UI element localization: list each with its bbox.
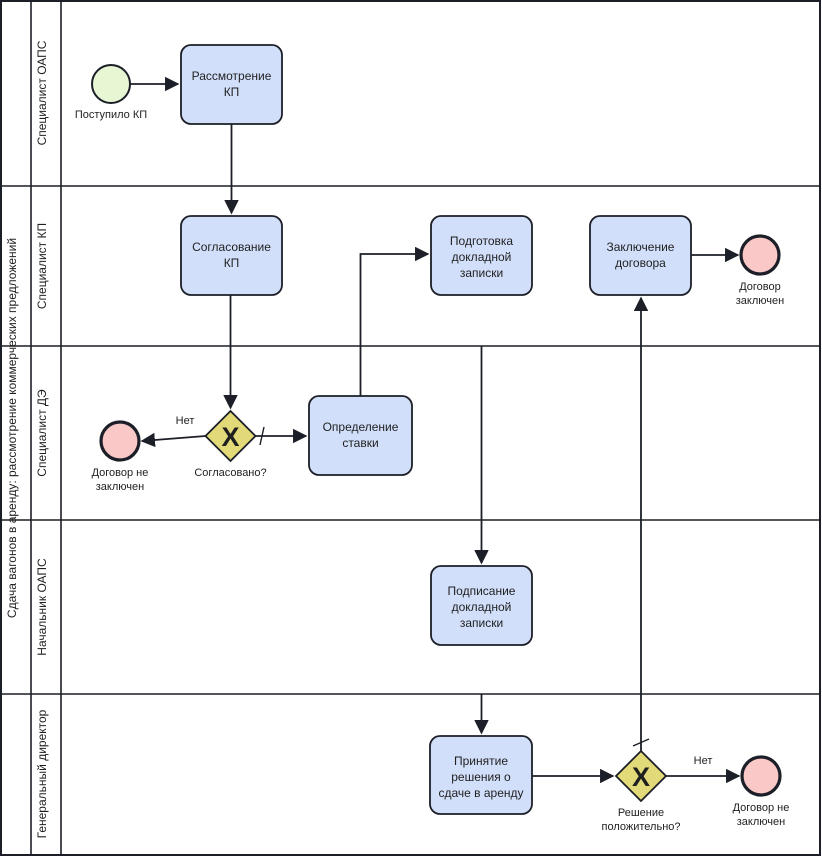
- svg-text:КП: КП: [224, 256, 240, 270]
- svg-text:Начальник ОАПС: Начальник ОАПС: [35, 558, 49, 656]
- svg-text:Принятие: Принятие: [454, 754, 508, 768]
- svg-text:Заключение: Заключение: [607, 240, 675, 254]
- svg-text:заключен: заключен: [737, 816, 785, 828]
- svg-text:Определение: Определение: [323, 420, 399, 434]
- svg-text:КП: КП: [224, 85, 240, 99]
- svg-text:X: X: [632, 762, 650, 792]
- svg-text:заключен: заключен: [96, 481, 144, 493]
- svg-text:X: X: [221, 422, 239, 452]
- svg-text:положительно?: положительно?: [602, 821, 681, 833]
- svg-text:Подготовка: Подготовка: [450, 234, 513, 248]
- svg-text:докладной: докладной: [452, 600, 512, 614]
- svg-text:сдаче в аренду: сдаче в аренду: [438, 786, 523, 800]
- svg-text:Рассмотрение: Рассмотрение: [192, 69, 272, 83]
- svg-text:Специалист КП: Специалист КП: [35, 223, 49, 309]
- svg-text:Нет: Нет: [694, 755, 713, 767]
- svg-text:заключен: заключен: [736, 295, 784, 307]
- svg-text:Генеральный директор: Генеральный директор: [35, 709, 49, 838]
- svg-text:Решение: Решение: [618, 807, 664, 819]
- svg-text:Согласование: Согласование: [192, 240, 271, 254]
- svg-text:Нет: Нет: [176, 415, 195, 427]
- svg-text:Договор не: Договор не: [733, 802, 790, 814]
- svg-text:договора: договора: [615, 256, 666, 270]
- svg-text:Договор не: Договор не: [92, 467, 149, 479]
- svg-text:ставки: ставки: [342, 436, 378, 450]
- svg-text:Специалист ДЭ: Специалист ДЭ: [35, 389, 49, 477]
- svg-text:Сдача вагонов в аренду: рассмо: Сдача вагонов в аренду: рассмотрение ком…: [5, 238, 19, 618]
- svg-text:Согласовано?: Согласовано?: [194, 467, 266, 479]
- svg-text:Специалист ОАПС: Специалист ОАПС: [35, 40, 49, 145]
- svg-text:записки: записки: [460, 266, 503, 280]
- svg-text:Договор: Договор: [739, 281, 781, 293]
- svg-text:Подписание: Подписание: [448, 584, 516, 598]
- svg-text:записки: записки: [460, 616, 503, 630]
- svg-text:Поступило КП: Поступило КП: [75, 109, 147, 121]
- svg-text:докладной: докладной: [452, 250, 512, 264]
- svg-text:решения о: решения о: [451, 770, 511, 784]
